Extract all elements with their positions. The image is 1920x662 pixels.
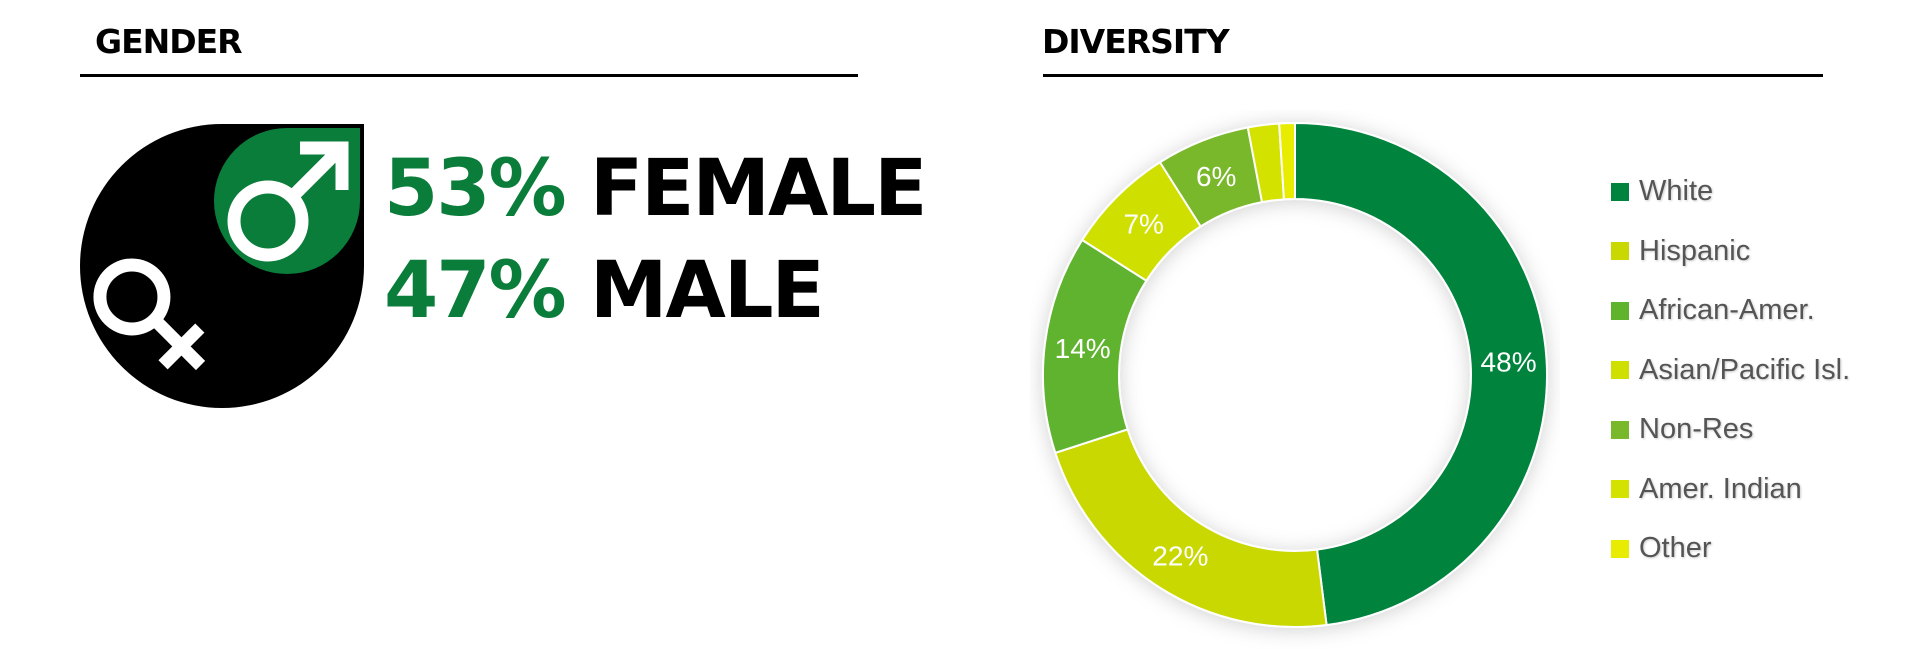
legend-swatch	[1611, 361, 1629, 380]
legend-label: Amer. Indian	[1639, 472, 1802, 505]
legend-label: Non-Res	[1639, 413, 1754, 446]
legend-swatch	[1611, 242, 1629, 261]
male-percent: 47%	[384, 246, 567, 336]
female-symbol-icon	[93, 258, 206, 371]
gender-divider	[80, 74, 858, 77]
legend-item-non-res: Non-Res	[1611, 400, 1850, 460]
legend-swatch	[1611, 420, 1629, 439]
legend-label: Hispanic	[1639, 234, 1751, 267]
slice-label-african-amer: 14%	[1055, 333, 1111, 364]
legend-item-asian-pacific-isl: Asian/Pacific Isl.	[1611, 341, 1850, 401]
male-stat: 47% MALE	[384, 246, 825, 336]
legend-label: Asian/Pacific Isl.	[1639, 353, 1851, 386]
legend-swatch	[1611, 480, 1629, 499]
legend-label: White	[1639, 175, 1714, 208]
legend-item-african-amer: African-Amer.	[1611, 281, 1850, 341]
male-symbol-icon	[227, 141, 349, 262]
slice-label-non-res: 6%	[1196, 161, 1236, 192]
legend: White Hispanic African-Amer. Asian/Pacific …	[1611, 162, 1850, 579]
diversity-donut-chart: 48% 22% 14% 7% 6%	[1042, 121, 1548, 628]
legend-item-white: White	[1611, 162, 1850, 222]
legend-swatch	[1611, 301, 1629, 320]
slice-hispanic	[1054, 428, 1328, 628]
slice-label-white: 48%	[1481, 347, 1537, 378]
female-percent: 53%	[384, 144, 567, 234]
female-label: FEMALE	[589, 144, 928, 234]
female-stat: 53% FEMALE	[384, 144, 928, 234]
diversity-divider	[1043, 74, 1823, 77]
legend-swatch	[1611, 182, 1629, 201]
slice-other	[1278, 121, 1296, 201]
legend-item-hispanic: Hispanic	[1611, 222, 1850, 282]
gender-title: GENDER	[95, 22, 243, 61]
legend-swatch	[1611, 539, 1629, 558]
slice-white	[1294, 121, 1548, 627]
male-label: MALE	[589, 246, 825, 336]
legend-item-other: Other	[1611, 519, 1850, 579]
legend-label: Other	[1639, 532, 1712, 565]
gender-icon	[80, 124, 364, 408]
legend-item-amer-indian: Amer. Indian	[1611, 460, 1850, 520]
slice-label-hispanic: 22%	[1152, 541, 1208, 572]
slice-label-asian-pacific-isl: 7%	[1123, 209, 1163, 240]
legend-label: African-Amer.	[1639, 294, 1815, 327]
diversity-title: DIVERSITY	[1042, 22, 1230, 61]
